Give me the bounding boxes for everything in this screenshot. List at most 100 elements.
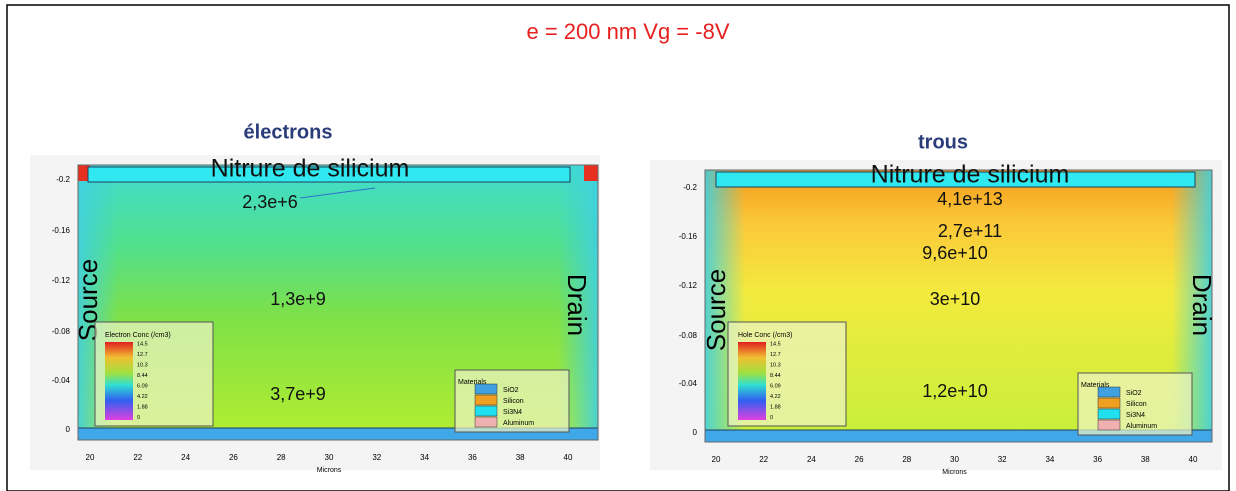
y-tick-label: 0 bbox=[66, 425, 71, 434]
annotation: 1,3e+9 bbox=[270, 289, 326, 309]
annotation: 2,7e+11 bbox=[938, 221, 1002, 241]
material-name: SiO2 bbox=[1126, 390, 1142, 397]
x-tick-label: 20 bbox=[86, 453, 95, 462]
legend-level: 10.3 bbox=[137, 362, 148, 368]
annotation: 3,7e+9 bbox=[270, 384, 326, 404]
material-name: SiO2 bbox=[503, 387, 519, 394]
legend-level: 1.88 bbox=[137, 404, 148, 410]
materials-title: Materials bbox=[458, 379, 487, 386]
x-tick-label: 22 bbox=[133, 453, 142, 462]
nitride-layer bbox=[87, 166, 571, 183]
materials-box bbox=[1077, 372, 1193, 436]
corner bbox=[78, 165, 90, 181]
layer-label: Nitrure de silicium bbox=[871, 161, 1070, 189]
drain-label: Drain bbox=[1187, 274, 1217, 336]
material-swatch bbox=[474, 416, 498, 428]
x-tick-label: 40 bbox=[1189, 455, 1198, 464]
nitride-layer bbox=[715, 171, 1196, 188]
annotation: 1,2e+10 bbox=[922, 381, 988, 401]
source-label: Source bbox=[701, 269, 731, 351]
arrow bbox=[299, 187, 376, 199]
legend-title: Electron Conc (/cm3) bbox=[105, 332, 171, 339]
material-swatch bbox=[474, 405, 498, 417]
x-tick-label: 38 bbox=[1141, 455, 1150, 464]
x-tick-label: 30 bbox=[950, 455, 959, 464]
material-name: Aluminum bbox=[503, 420, 534, 427]
legend-level: 14.5 bbox=[770, 341, 781, 347]
materials-box bbox=[454, 369, 570, 433]
x-axis-label: Microns bbox=[942, 469, 967, 476]
y-tick-label: -0.12 bbox=[679, 281, 698, 290]
x-tick-label: 34 bbox=[1045, 455, 1054, 464]
material-name: Si3N4 bbox=[1126, 412, 1145, 419]
frame bbox=[6, 4, 1230, 491]
legend-level: 6.09 bbox=[137, 383, 148, 389]
legend-level: 10.3 bbox=[770, 362, 781, 368]
annotation: 3e+10 bbox=[930, 289, 981, 309]
x-tick-label: 24 bbox=[807, 455, 816, 464]
legend-level: 14.5 bbox=[137, 341, 148, 347]
legend-level: 6.09 bbox=[770, 383, 781, 389]
x-tick-label: 32 bbox=[998, 455, 1007, 464]
material-name: Silicon bbox=[1126, 401, 1147, 408]
legend-level: 4.22 bbox=[137, 394, 148, 400]
material-swatch bbox=[1097, 408, 1121, 420]
x-tick-label: 36 bbox=[468, 453, 477, 462]
legend-level: 0 bbox=[137, 415, 140, 421]
panel-heading: électrons bbox=[244, 121, 333, 143]
layer-label: Nitrure de silicium bbox=[211, 155, 410, 183]
y-tick-label: -0.2 bbox=[683, 183, 697, 192]
legend-level: 8.44 bbox=[770, 373, 781, 379]
material-name: Aluminum bbox=[1126, 423, 1157, 430]
x-axis-label: Microns bbox=[317, 467, 342, 474]
colorbar bbox=[105, 342, 133, 420]
x-tick-label: 28 bbox=[902, 455, 911, 464]
material-name: Silicon bbox=[503, 398, 524, 405]
x-tick-label: 22 bbox=[759, 455, 768, 464]
x-tick-label: 40 bbox=[564, 453, 573, 462]
materials-title: Materials bbox=[1081, 382, 1110, 389]
plot-border bbox=[704, 169, 1213, 443]
material-swatch bbox=[474, 394, 498, 406]
y-tick-label: -0.08 bbox=[52, 327, 71, 336]
colorbar bbox=[738, 342, 766, 420]
material-name: Si3N4 bbox=[503, 409, 522, 416]
x-tick-label: 28 bbox=[277, 453, 286, 462]
x-tick-label: 20 bbox=[712, 455, 721, 464]
panel-heading: trous bbox=[918, 131, 968, 153]
y-tick-label: -0.04 bbox=[52, 376, 71, 385]
x-tick-label: 36 bbox=[1093, 455, 1102, 464]
y-tick-label: -0.16 bbox=[52, 226, 71, 235]
legend-title: Hole Conc (/cm3) bbox=[738, 332, 792, 339]
material-swatch bbox=[1097, 397, 1121, 409]
legend-level: 8.44 bbox=[137, 373, 148, 379]
x-tick-label: 26 bbox=[229, 453, 238, 462]
x-tick-label: 26 bbox=[855, 455, 864, 464]
material-swatch bbox=[1097, 386, 1121, 398]
legend-level: 0 bbox=[770, 415, 773, 421]
x-tick-label: 32 bbox=[372, 453, 381, 462]
corner bbox=[584, 165, 598, 181]
y-tick-label: -0.04 bbox=[679, 379, 698, 388]
y-tick-label: 0 bbox=[693, 428, 698, 437]
x-tick-label: 24 bbox=[181, 453, 190, 462]
legend-level: 4.22 bbox=[770, 394, 781, 400]
legend-level: 1.88 bbox=[770, 404, 781, 410]
y-tick-label: -0.08 bbox=[679, 331, 698, 340]
y-tick-label: -0.12 bbox=[52, 276, 71, 285]
material-swatch bbox=[474, 383, 498, 395]
plot-border bbox=[77, 164, 599, 441]
figure-title: e = 200 nm Vg = -8V bbox=[526, 19, 729, 44]
annotation: 4,1e+13 bbox=[937, 189, 1003, 209]
y-tick-label: -0.2 bbox=[56, 175, 70, 184]
annotation: 9,6e+10 bbox=[922, 243, 988, 263]
x-tick-label: 34 bbox=[420, 453, 429, 462]
legend-level: 12.7 bbox=[770, 352, 781, 358]
material-swatch bbox=[1097, 419, 1121, 431]
annotation: 2,3e+6 bbox=[242, 192, 298, 212]
legend-level: 12.7 bbox=[137, 352, 148, 358]
drain-label: Drain bbox=[562, 274, 592, 336]
x-tick-label: 38 bbox=[516, 453, 525, 462]
x-tick-label: 30 bbox=[325, 453, 334, 462]
